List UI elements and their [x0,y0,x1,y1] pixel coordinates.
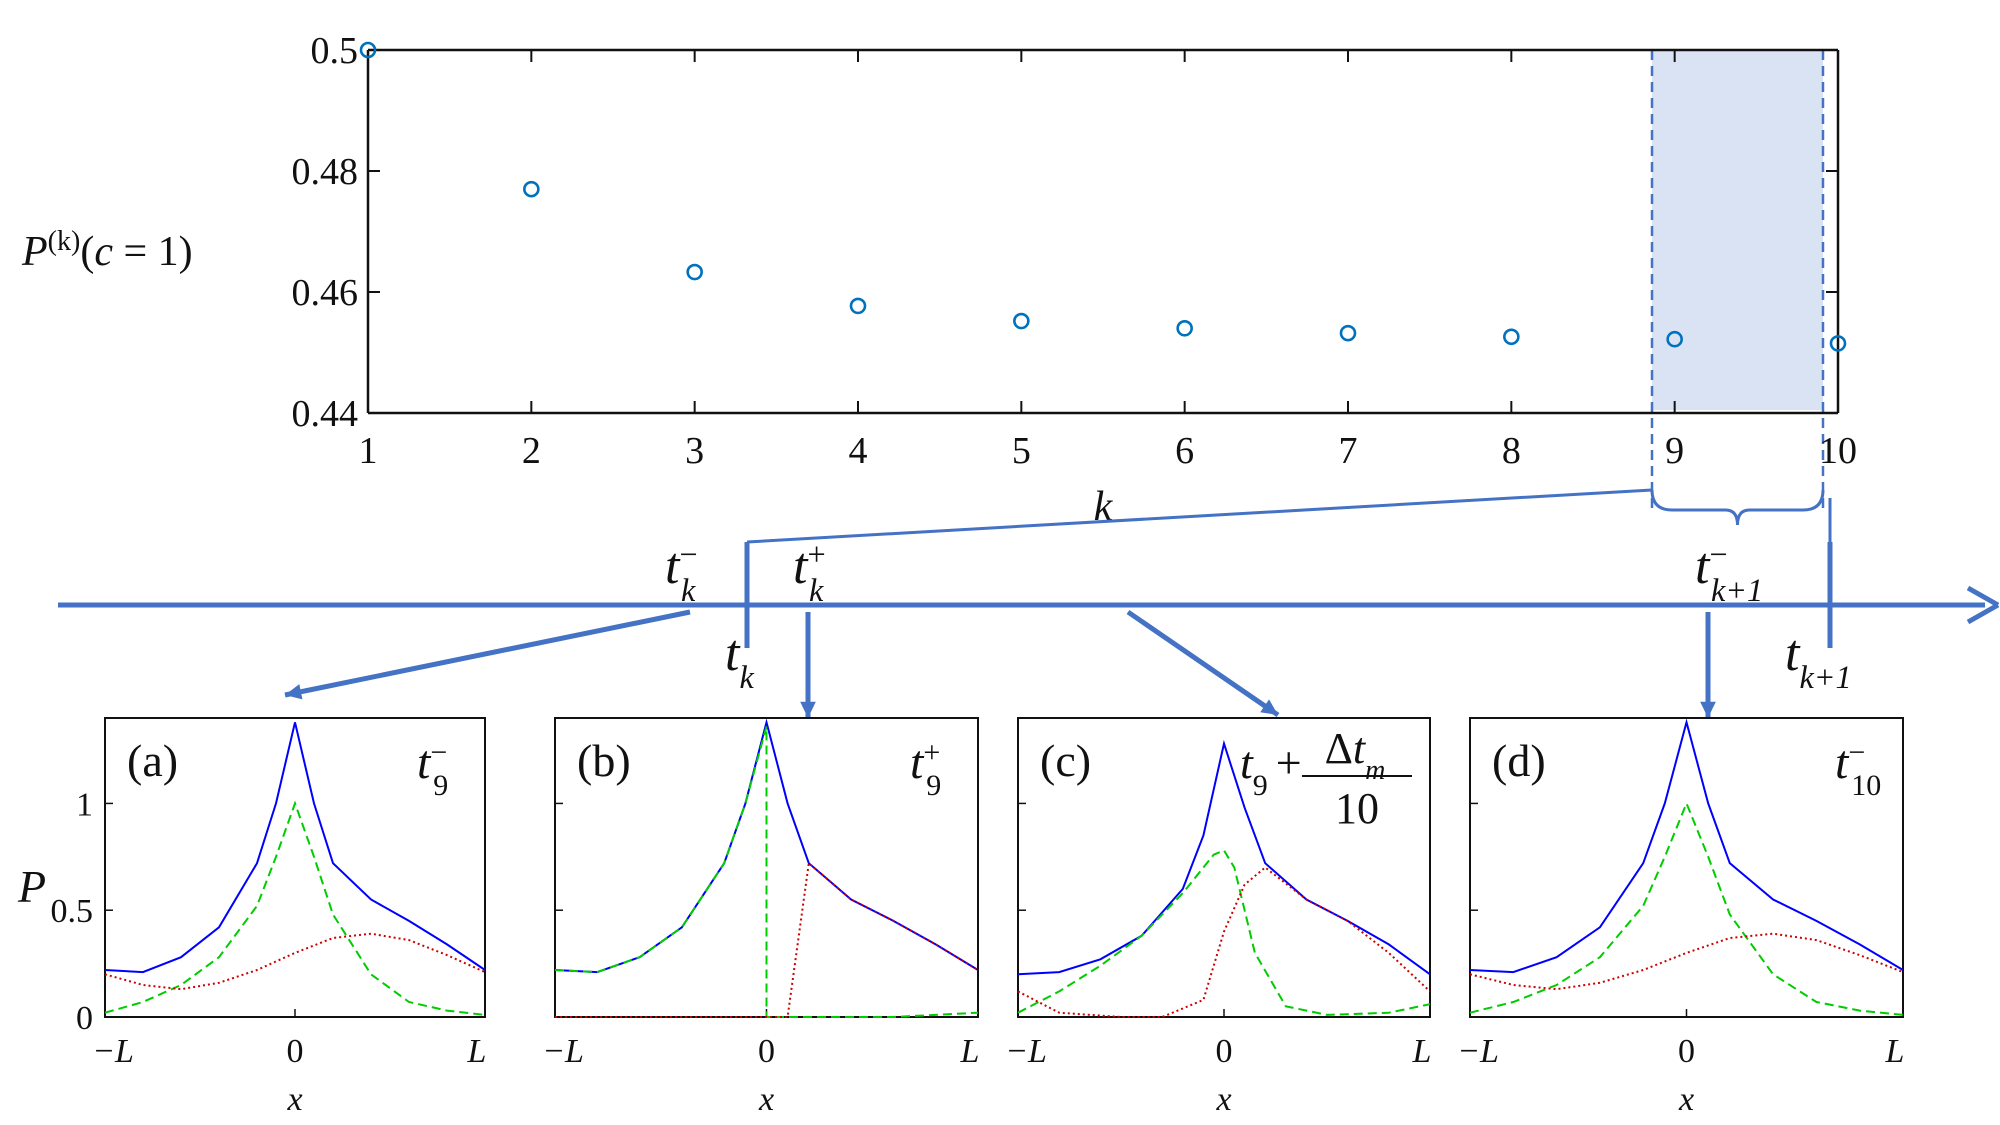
panel-x-tick-label: L [467,1033,487,1070]
x-tick-label: 8 [1502,430,1521,472]
x-tick-label: 5 [1012,430,1031,472]
series-dotted [1017,866,1431,1018]
label-tk1-minus: t− k+1 [1695,536,1763,608]
label-tk: tk [725,625,754,695]
panel-y-axis-label: P [17,861,46,912]
panel-x-axis-label: x [286,1081,302,1118]
panel-x-tick-label: L [1412,1033,1432,1070]
data-point [1339,324,1357,342]
panel-x-axis-label: x [758,1081,774,1118]
y-tick-label: 0.44 [292,393,359,435]
panel-time-fraction-denominator: 10 [1335,784,1379,833]
panel-b: −L 0 Lx (b) t+ 9 [542,717,980,1118]
data-point [359,41,377,59]
series-dotted [1469,932,1904,991]
panel-letter: (d) [1492,735,1546,786]
arrow-to-panel-a [284,609,691,698]
panel-y-tick-label: 0.5 [51,893,94,930]
panel-x-tick-label: 0 [1678,1033,1695,1070]
panel-y-tick-label: 1 [76,786,93,823]
data-point [523,180,540,198]
panel-time-label: t− 10 [1835,736,1881,802]
panel-d: −L 0 Lx (d) t− 10 [1457,717,1905,1118]
panel-x-tick-label: −L [542,1033,584,1070]
series-dotted [104,932,486,991]
arrow-to-panel-d-head [1700,701,1716,718]
y-tick-label: 0.46 [292,272,359,314]
panel-x-tick-label: −L [92,1033,134,1070]
label-tk1: tk+1 [1785,625,1852,695]
time-axis-arrowhead [1966,585,2000,625]
series-dashed [1469,800,1904,1016]
data-point [1666,330,1683,348]
series-solid [1017,739,1431,976]
arrow-to-panel-c-head [1260,699,1278,715]
x-tick-label: 10 [1819,430,1857,472]
panel-x-tick-label: −L [1457,1033,1499,1070]
panel-x-axis-label: x [1215,1081,1231,1118]
data-point [1829,335,1847,352]
series-solid [1469,718,1904,974]
series-dashed [1017,849,1431,1016]
x-tick-label: 4 [849,430,868,472]
data-point [1013,312,1030,330]
x-tick-label: 3 [685,430,704,472]
x-tick-label: 6 [1175,430,1194,472]
x-tick-label: 1 [359,430,378,472]
panel-time-fraction-numerator: Δtm [1325,724,1386,786]
series-solid [104,722,486,974]
panels: −L 0 Lx(a) t− 900.51P−L 0 Lx(b) t+ 9−L 0 Lx(c) t9 + Δ… [17,717,1905,1118]
panel-x-tick-label: 0 [758,1033,775,1070]
label-tk-minus: t− k [665,536,698,608]
x-tick-label: 7 [1339,430,1358,472]
highlight-band [1652,50,1823,410]
x-tick-label: 2 [522,430,541,472]
x-axis-label: k [1094,484,1114,530]
panel-letter: (a) [127,735,178,786]
panel-y-tick-label: 0 [76,1000,93,1037]
panel-a: −L 0 Lx(a) t− 900.51P [17,717,487,1118]
arrow-to-panel-b-head [800,701,816,718]
zoom-connector-left [746,488,1653,544]
panel-x-tick-label: L [960,1033,980,1070]
y-tick-label: 0.48 [292,151,359,193]
panel-x-tick-label: 0 [287,1033,304,1070]
arrow-to-panel-c [1126,609,1280,718]
main-scatter-plot: 1 2 3 4 5 6 7 8 9 10 0.44 0.46 0.48 0.5 k P(k)(c = 1) [21,30,1857,530]
timeline: t− k t+ k t− k+1 tk tk+1 [58,488,2000,718]
y-tick-label: 0.5 [311,30,359,72]
panel-x-tick-label: L [1885,1033,1905,1070]
panel-letter: (b) [577,735,631,786]
data-point [1503,328,1520,346]
panel-time-label: t− 9 [417,736,448,802]
label-tk-plus: t+ k [793,536,826,608]
series-dashed [104,800,486,1016]
brace [1650,489,1825,526]
data-point [686,263,703,281]
panel-time-label: t9 + [1240,737,1302,802]
panel-x-axis-label: x [1678,1081,1694,1118]
data-point [849,297,867,315]
panel-letter: (c) [1040,735,1091,786]
panel-x-tick-label: 0 [1216,1033,1233,1070]
arrow-to-panel-a-head [285,684,303,700]
series-dashed [554,726,979,1018]
panel-time-label: t+ 9 [910,736,941,802]
y-axis-label: P(k)(c = 1) [21,226,193,276]
data-point [1176,319,1193,337]
x-tick-label: 9 [1665,430,1684,472]
panel-x-tick-label: −L [1005,1033,1047,1070]
series-dotted [555,861,979,1018]
